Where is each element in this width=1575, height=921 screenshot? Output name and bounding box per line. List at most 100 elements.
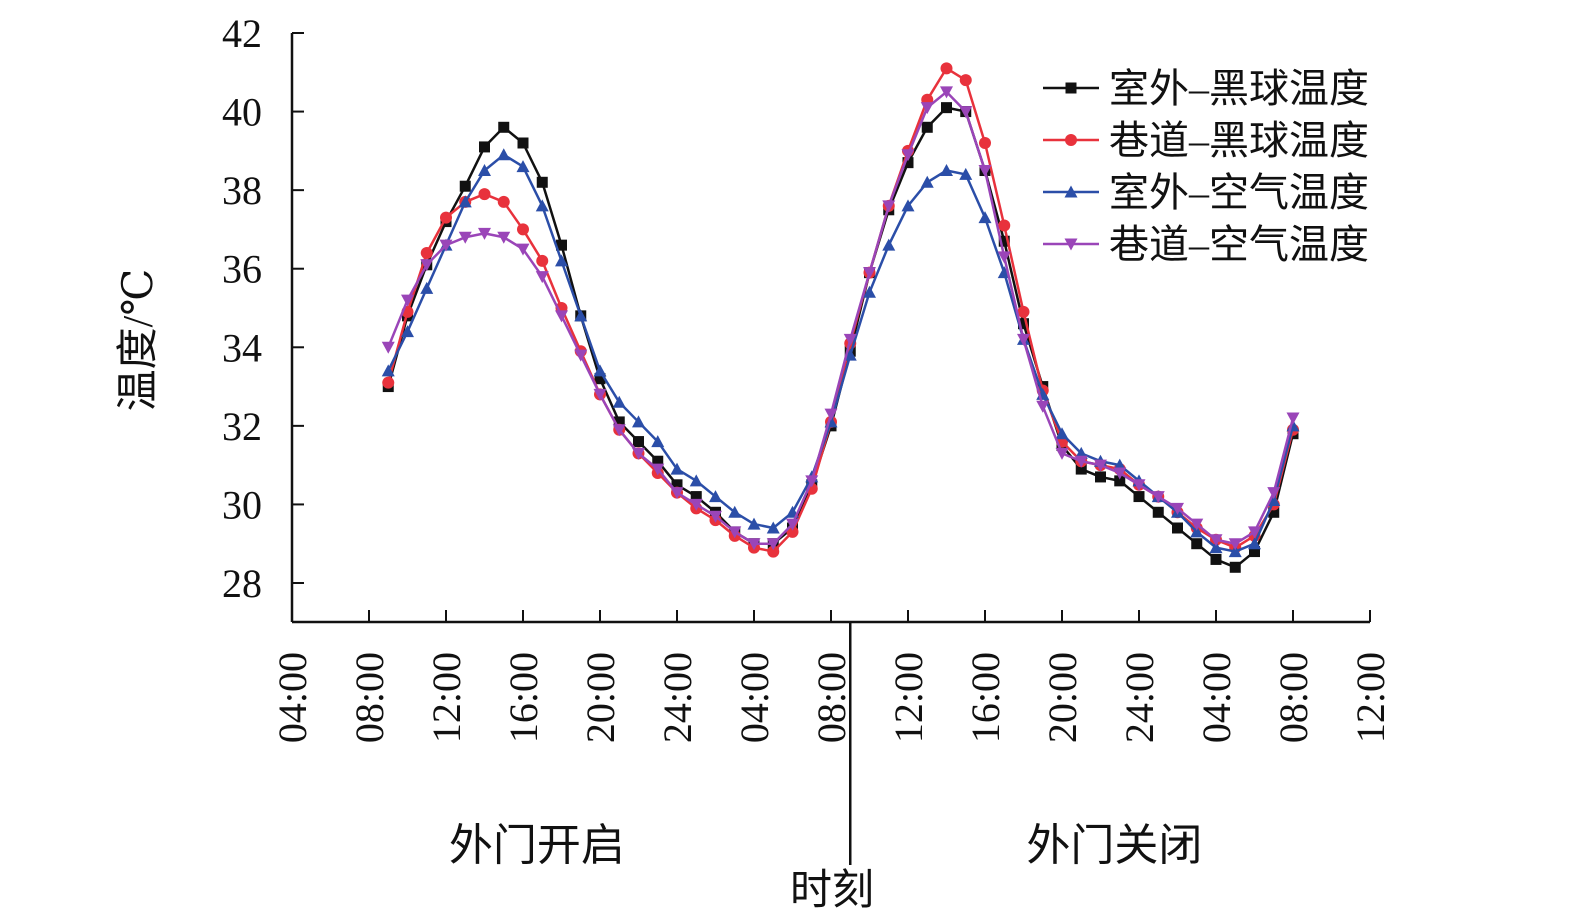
data-point bbox=[574, 349, 588, 362]
data-point bbox=[882, 200, 896, 213]
legend-swatch-marker bbox=[1065, 82, 1077, 94]
x-tick-label: 04:00 bbox=[270, 652, 315, 743]
data-point bbox=[940, 164, 953, 176]
y-axis-title: 温度/℃ bbox=[116, 269, 162, 412]
legend-item: 巷道–黑球温度 bbox=[1043, 118, 1369, 163]
data-point bbox=[805, 475, 819, 488]
legend-swatch-marker bbox=[1065, 134, 1077, 146]
data-point bbox=[1095, 471, 1106, 483]
series-3 bbox=[381, 148, 1300, 558]
group-label: 外门开启 bbox=[449, 821, 625, 870]
data-point bbox=[901, 199, 915, 212]
data-point bbox=[824, 408, 838, 421]
data-point bbox=[766, 521, 780, 534]
data-point bbox=[381, 341, 395, 354]
data-point bbox=[1017, 333, 1030, 346]
data-point bbox=[1267, 494, 1281, 506]
x-tick-label: 16:00 bbox=[501, 652, 546, 743]
x-tick-label: 08:00 bbox=[1271, 652, 1316, 743]
data-point bbox=[959, 74, 972, 87]
data-point bbox=[1190, 518, 1204, 531]
data-point bbox=[920, 102, 934, 115]
data-point bbox=[382, 376, 395, 389]
data-point bbox=[670, 462, 684, 475]
data-point bbox=[1171, 502, 1184, 515]
group-label: 外门关闭 bbox=[1026, 821, 1202, 870]
data-point bbox=[593, 388, 607, 401]
x-tick-label: 20:00 bbox=[578, 652, 623, 743]
data-point bbox=[747, 517, 761, 530]
data-point bbox=[670, 487, 684, 500]
data-point bbox=[497, 148, 511, 161]
data-point bbox=[1248, 537, 1261, 550]
legend-item: 室外–黑球温度 bbox=[1043, 66, 1369, 111]
data-point bbox=[1055, 427, 1069, 440]
series-lines bbox=[381, 62, 1300, 573]
x-tick-label: 12:00 bbox=[886, 652, 931, 743]
data-point bbox=[863, 285, 876, 298]
data-point bbox=[420, 259, 434, 272]
axis-labels: 温度/℃ 时刻 bbox=[116, 269, 874, 914]
data-point bbox=[1151, 491, 1165, 504]
data-point bbox=[959, 106, 973, 119]
data-point bbox=[1017, 305, 1030, 318]
data-point bbox=[1210, 553, 1222, 565]
data-point bbox=[516, 243, 530, 256]
data-point bbox=[536, 176, 548, 188]
data-point bbox=[497, 231, 511, 244]
x-tick-label: 12:00 bbox=[424, 652, 469, 743]
data-point bbox=[535, 199, 549, 212]
data-point bbox=[1229, 561, 1241, 573]
data-point bbox=[1228, 545, 1242, 558]
data-point bbox=[689, 498, 703, 511]
data-point bbox=[1152, 506, 1164, 518]
data-point bbox=[786, 518, 799, 531]
data-point bbox=[901, 149, 915, 162]
data-point bbox=[556, 239, 567, 251]
legend-swatch-marker bbox=[1064, 185, 1078, 198]
data-point bbox=[440, 211, 452, 224]
data-point bbox=[458, 195, 472, 208]
data-point bbox=[1286, 412, 1300, 425]
data-point bbox=[420, 281, 434, 294]
data-point bbox=[978, 165, 992, 177]
data-point bbox=[1113, 467, 1127, 480]
y-tick-label: 36 bbox=[222, 247, 262, 292]
data-point bbox=[574, 309, 588, 322]
x-tick-label: 04:00 bbox=[732, 652, 777, 743]
legend-label: 室外–黑球温度 bbox=[1109, 66, 1369, 111]
series-4 bbox=[381, 86, 1300, 551]
data-point bbox=[1094, 459, 1107, 472]
x-tick-label: 24:00 bbox=[1117, 652, 1162, 743]
data-point bbox=[786, 525, 799, 538]
data-point bbox=[420, 247, 433, 259]
data-point bbox=[728, 526, 742, 539]
data-point bbox=[940, 86, 953, 99]
data-point bbox=[843, 333, 857, 346]
x-tick-label: 12:00 bbox=[1348, 652, 1393, 743]
data-point bbox=[1268, 506, 1280, 518]
data-point bbox=[1055, 447, 1069, 460]
x-tick-label: 16:00 bbox=[963, 652, 1008, 743]
data-point bbox=[940, 62, 953, 75]
legend-label: 巷道–空气温度 bbox=[1109, 222, 1369, 267]
data-point bbox=[651, 463, 665, 476]
data-point bbox=[671, 479, 683, 491]
data-point bbox=[478, 188, 491, 201]
data-point bbox=[652, 455, 664, 467]
x-tick-label: 20:00 bbox=[1040, 652, 1085, 743]
data-point bbox=[401, 294, 414, 307]
y-tick-label: 38 bbox=[222, 168, 262, 213]
data-point bbox=[767, 545, 780, 558]
data-point bbox=[959, 167, 973, 180]
data-point bbox=[479, 141, 490, 153]
data-point bbox=[997, 251, 1011, 264]
x-tick-label: 04:00 bbox=[1194, 652, 1239, 743]
data-point bbox=[593, 364, 607, 377]
data-point bbox=[439, 239, 453, 252]
data-point bbox=[1018, 318, 1029, 330]
data-point bbox=[882, 238, 896, 251]
data-point bbox=[633, 436, 644, 448]
data-point bbox=[1132, 479, 1146, 492]
